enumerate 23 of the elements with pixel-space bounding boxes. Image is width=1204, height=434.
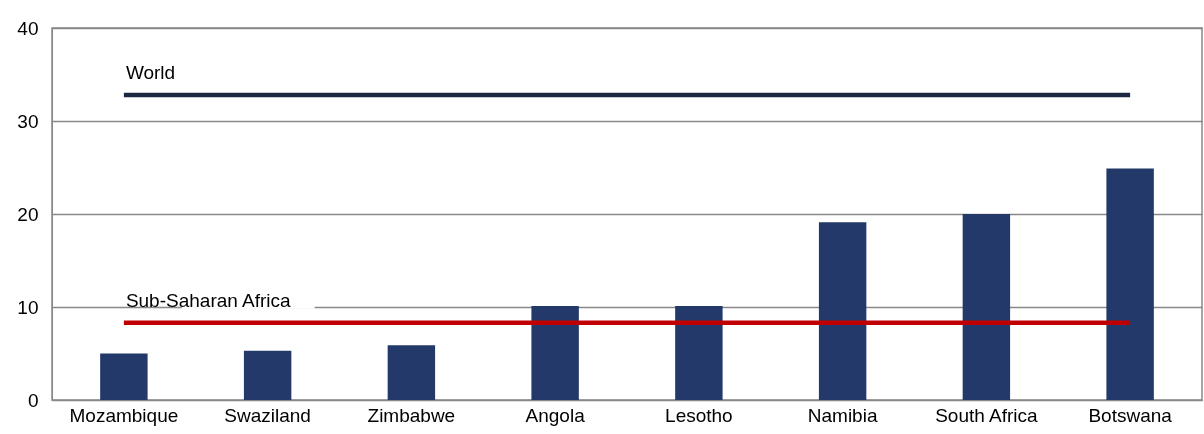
bar — [387, 345, 436, 400]
y-tick-label: 40 — [17, 17, 39, 39]
bar — [100, 353, 148, 400]
ref-line-label: Sub-Saharan Africa — [125, 289, 292, 311]
x-tick-label: Swaziland — [224, 404, 311, 426]
x-tick-label: South Africa — [935, 404, 1039, 426]
x-tick-label: Lesotho — [665, 404, 733, 426]
y-tick-label: 10 — [17, 296, 39, 318]
ref-line-label: World — [125, 61, 176, 83]
y-tick-label: 0 — [27, 389, 39, 411]
bar — [675, 306, 723, 400]
bar — [243, 350, 292, 400]
bar — [818, 222, 867, 400]
x-tick-label: Botswana — [1088, 404, 1173, 426]
x-tick-label: Namibia — [807, 404, 878, 426]
y-tick-label: 30 — [17, 110, 39, 132]
y-tick-label: 20 — [17, 203, 39, 225]
bar — [962, 214, 1011, 400]
bar — [531, 306, 579, 400]
x-tick-label: Angola — [525, 404, 586, 426]
x-tick-label: Mozambique — [69, 404, 179, 426]
bar — [1106, 168, 1154, 400]
x-tick-label: Zimbabwe — [367, 404, 456, 426]
